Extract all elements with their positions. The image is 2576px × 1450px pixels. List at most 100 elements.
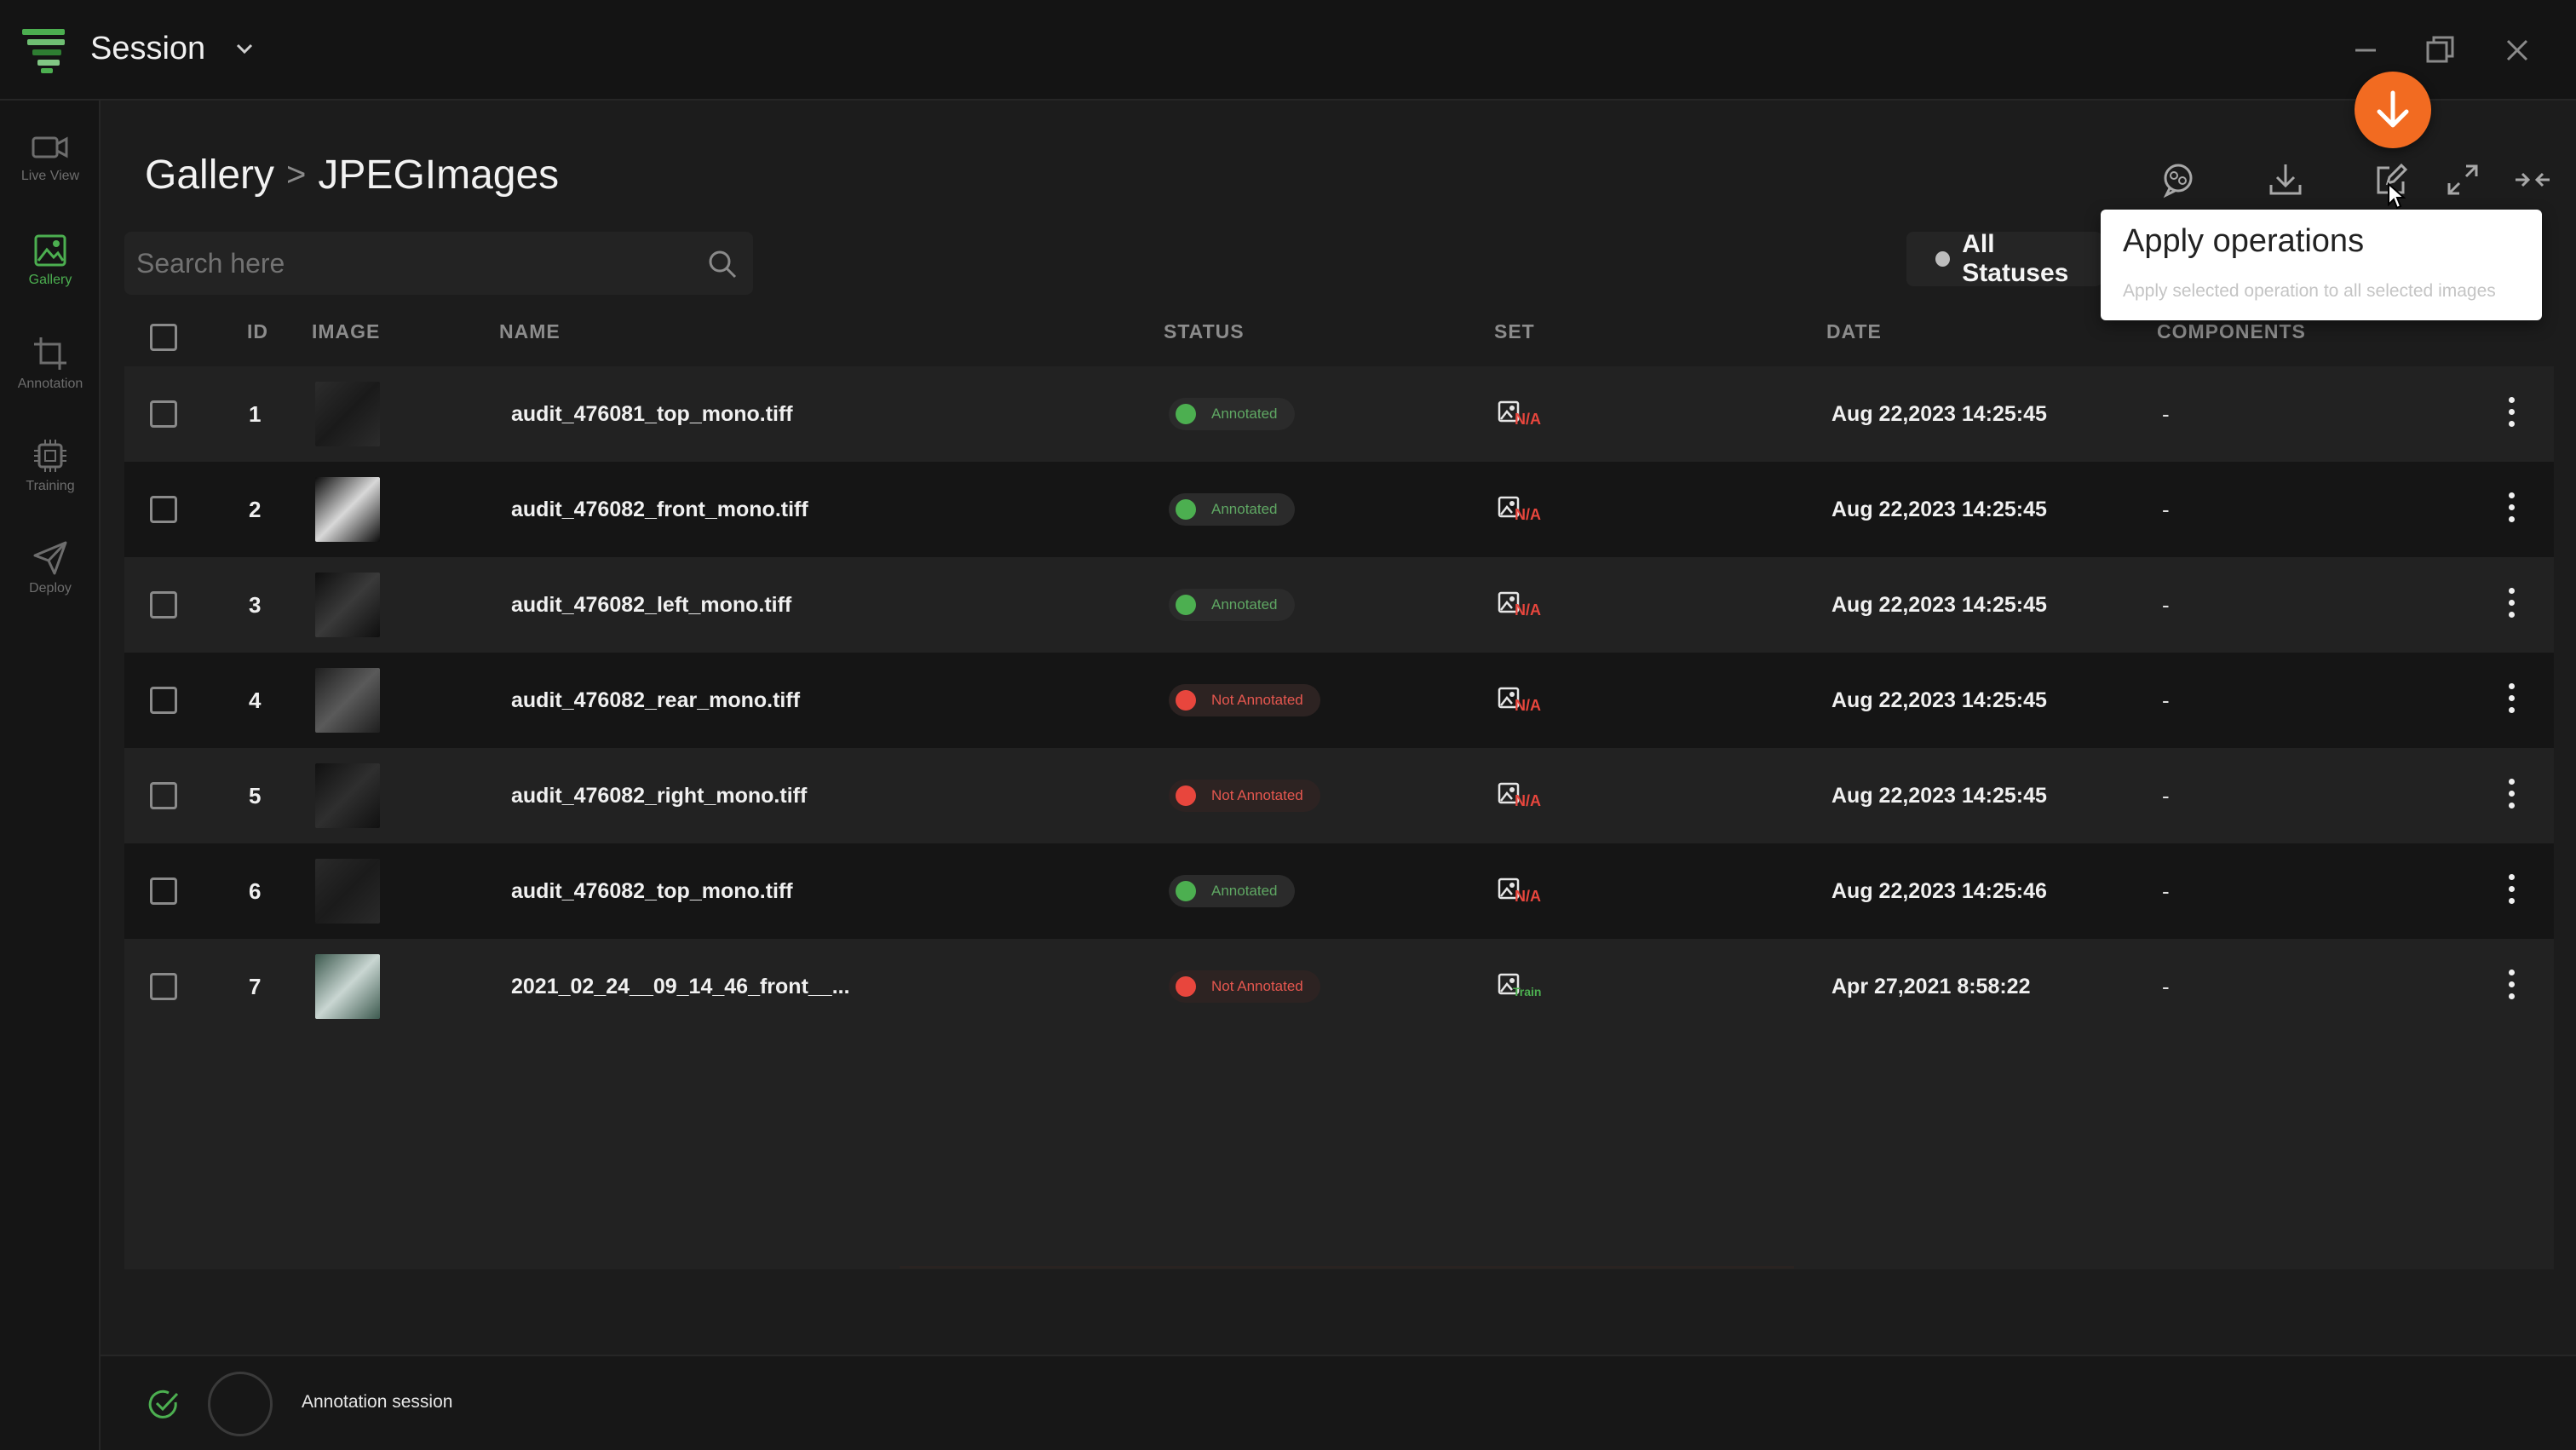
header-date[interactable]: DATE	[1826, 320, 1882, 342]
session-title[interactable]: Session	[90, 31, 206, 66]
more-options-icon[interactable]	[2506, 588, 2516, 622]
row-name[interactable]: 2021_02_24__09_14_46_front__...	[511, 974, 850, 998]
brain-chat-icon	[2163, 164, 2193, 199]
edit-icon	[2377, 163, 2408, 194]
row-name[interactable]: audit_476082_front_mono.tiff	[511, 497, 808, 521]
sidebar-item-label: Live View	[20, 169, 80, 183]
status-label: Annotated	[1211, 406, 1278, 422]
status-label: Annotated	[1211, 883, 1278, 899]
row-name[interactable]: audit_476081_top_mono.tiff	[511, 401, 793, 426]
row-checkbox[interactable]	[150, 973, 177, 1000]
gallery-table: ID IMAGE NAME STATUS SET DATE COMPONENTS…	[124, 308, 2554, 1269]
chip-icon	[34, 440, 66, 472]
expand-button[interactable]	[2441, 158, 2484, 201]
row-checkbox[interactable]	[150, 877, 177, 905]
minimize-icon[interactable]	[2346, 31, 2385, 70]
more-options-icon[interactable]	[2506, 874, 2516, 908]
sidebar-item-training[interactable]: Training	[0, 431, 101, 516]
row-id: 7	[249, 973, 262, 999]
status-label: Not Annotated	[1211, 787, 1303, 803]
status-filter-dropdown[interactable]: All Statuses	[1906, 230, 2102, 287]
row-checkbox[interactable]	[150, 782, 177, 809]
sidebar-item-deploy[interactable]: Deploy	[0, 533, 101, 619]
row-date: Aug 22,2023 14:25:45	[1831, 401, 2047, 426]
search-input[interactable]	[136, 232, 681, 295]
set-badge: N/A	[1498, 779, 1545, 813]
horizontal-scrollbar[interactable]	[900, 1266, 1794, 1269]
more-options-icon[interactable]	[2506, 779, 2516, 813]
row-name[interactable]: audit_476082_top_mono.tiff	[511, 878, 793, 903]
status-dot-icon	[1176, 595, 1196, 615]
row-checkbox[interactable]	[150, 591, 177, 619]
status-dot-icon	[1176, 976, 1196, 997]
ai-assist-button[interactable]	[2157, 158, 2199, 201]
sidebar-item-annotation[interactable]: Annotation	[0, 329, 101, 414]
row-status-cell: Annotated	[1169, 366, 1295, 462]
close-icon[interactable]	[2498, 31, 2537, 70]
row-date: Aug 22,2023 14:25:45	[1831, 688, 2047, 712]
row-date: Aug 22,2023 14:25:45	[1831, 592, 2047, 617]
status-badge: Not Annotated	[1169, 970, 1320, 1003]
more-options-icon[interactable]	[2506, 970, 2516, 1004]
header-id[interactable]: ID	[247, 320, 268, 342]
set-badge: N/A	[1498, 683, 1545, 717]
breadcrumb-separator: >	[286, 156, 307, 193]
row-checkbox[interactable]	[150, 400, 177, 428]
mouse-cursor-icon	[2388, 182, 2406, 210]
table-row[interactable]: 5 audit_476082_right_mono.tiff Not Annotat…	[124, 748, 2554, 843]
table-row[interactable]: 3 audit_476082_left_mono.tiff Annotated N/A…	[124, 557, 2554, 653]
table-row[interactable]: 6 audit_476082_top_mono.tiff Annotated N/A A…	[124, 843, 2554, 939]
table-header: ID IMAGE NAME STATUS SET DATE COMPONENTS	[124, 308, 2554, 366]
download-progress-button[interactable]	[2355, 72, 2431, 148]
sidebar-item-live-view[interactable]: Live View	[0, 124, 101, 210]
row-thumbnail[interactable]	[315, 954, 380, 1019]
row-set-cell: N/A	[1498, 843, 1545, 939]
status-filter-label: All Statuses	[1962, 230, 2069, 287]
row-thumbnail[interactable]	[315, 573, 380, 637]
send-icon	[33, 541, 67, 575]
row-thumbnail[interactable]	[315, 382, 380, 446]
download-button[interactable]	[2264, 158, 2307, 201]
status-badge: Not Annotated	[1169, 684, 1320, 716]
row-thumbnail[interactable]	[315, 763, 380, 828]
status-dot-icon	[1935, 251, 1951, 267]
collapse-button[interactable]	[2511, 158, 2554, 201]
row-checkbox[interactable]	[150, 496, 177, 523]
sidebar-item-label: Training	[26, 479, 75, 493]
set-badge: N/A	[1498, 588, 1545, 622]
more-options-icon[interactable]	[2506, 397, 2516, 431]
select-all-checkbox[interactable]	[150, 324, 177, 351]
image-set-icon	[1498, 782, 1520, 804]
row-name[interactable]: audit_476082_right_mono.tiff	[511, 783, 808, 808]
table-empty-area	[124, 1034, 2554, 1269]
row-thumbnail[interactable]	[315, 668, 380, 733]
breadcrumb-current: JPEGImages	[318, 152, 560, 198]
chevron-down-icon[interactable]	[233, 37, 256, 60]
row-name[interactable]: audit_476082_rear_mono.tiff	[511, 688, 801, 712]
table-row[interactable]: 7 2021_02_24__09_14_46_front__... Not Anno…	[124, 939, 2554, 1034]
sidebar-item-gallery[interactable]: Gallery	[0, 227, 101, 312]
header-status[interactable]: STATUS	[1164, 320, 1245, 342]
breadcrumb-gallery-link[interactable]: Gallery	[145, 152, 275, 198]
status-dot-icon	[1176, 499, 1196, 520]
table-row[interactable]: 1 audit_476081_top_mono.tiff Annotated N/A A…	[124, 366, 2554, 462]
row-thumbnail[interactable]	[315, 859, 380, 924]
header-name[interactable]: NAME	[499, 320, 561, 342]
set-badge: N/A	[1498, 874, 1545, 908]
row-name[interactable]: audit_476082_left_mono.tiff	[511, 592, 792, 617]
table-row[interactable]: 4 audit_476082_rear_mono.tiff Not Annotate…	[124, 653, 2554, 748]
footer-bar: Annotation session	[101, 1355, 2576, 1450]
apply-operations-button[interactable]	[2370, 158, 2412, 201]
row-checkbox[interactable]	[150, 687, 177, 714]
header-set[interactable]: SET	[1494, 320, 1535, 342]
row-thumbnail[interactable]	[315, 477, 380, 542]
restore-icon[interactable]	[2421, 31, 2460, 70]
table-row[interactable]: 2 audit_476082_front_mono.tiff Annotated N/…	[124, 462, 2554, 557]
search-icon[interactable]	[707, 249, 738, 279]
row-set-cell: N/A	[1498, 366, 1545, 462]
row-date: Aug 22,2023 14:25:45	[1831, 497, 2047, 521]
search-box	[124, 232, 753, 295]
more-options-icon[interactable]	[2506, 683, 2516, 717]
more-options-icon[interactable]	[2506, 492, 2516, 526]
